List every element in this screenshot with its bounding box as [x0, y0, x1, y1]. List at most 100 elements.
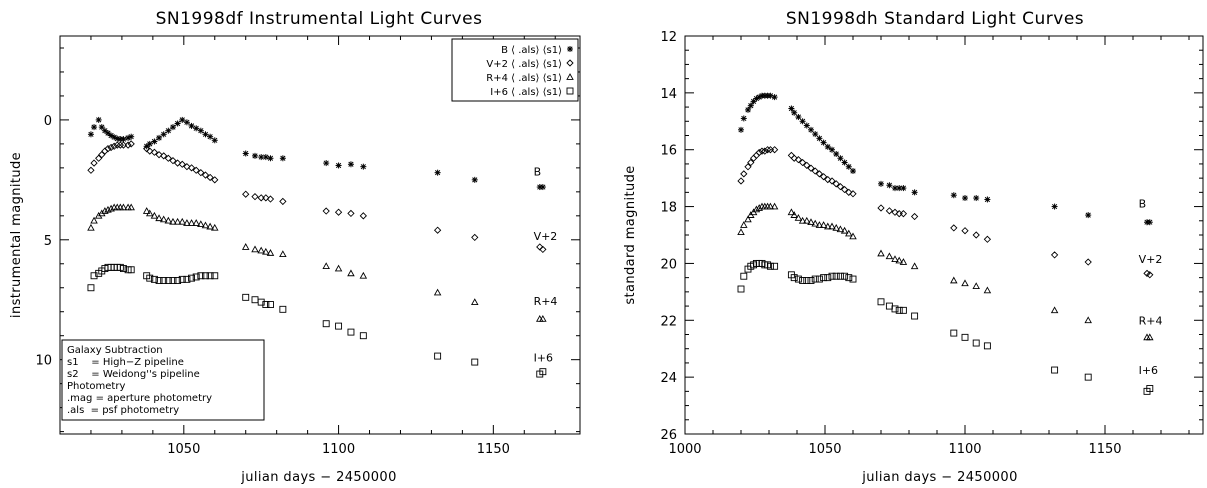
right-point [885, 252, 894, 260]
chart-left: SN1998df Instrumental Light Curves 1050 1… [9, 9, 581, 485]
left-point [142, 207, 151, 214]
right-point [740, 272, 748, 280]
left-point [87, 223, 95, 231]
right-point [841, 272, 849, 280]
right-curve-label: I+6 [1139, 364, 1158, 377]
right-point [820, 139, 827, 146]
right-point [816, 135, 823, 142]
left-point [120, 265, 127, 273]
left-point [98, 151, 106, 159]
left-point [211, 272, 219, 280]
left-point [104, 205, 112, 213]
right-point [747, 158, 755, 167]
right-point [794, 156, 803, 164]
legend-entry-v2: V+2 ⟨ .als⟩ ⟨s1⟩ [486, 59, 562, 70]
right-point [845, 229, 853, 237]
chart-right-curve-labels: B V+2 R+4 I+6 [1139, 198, 1163, 377]
left-series-b [87, 116, 546, 191]
left-point [251, 245, 259, 253]
chart-right-marks [737, 92, 1154, 395]
right-y-tick-label: 24 [660, 371, 677, 386]
left-point [262, 301, 270, 308]
right-point [763, 146, 772, 154]
right-point [828, 222, 836, 230]
note-line-1: Galaxy Subtraction [67, 345, 163, 356]
left-point [150, 148, 159, 156]
left-point [145, 209, 154, 217]
right-point [899, 210, 908, 218]
left-y-tick-label: 10 [35, 354, 52, 369]
legend-markers [566, 46, 574, 95]
legend-entry-b: B ⟨ .als⟩ ⟨s1⟩ [501, 45, 562, 56]
chart-right-ticks: 1000 1050 1100 1150 12 14 16 18 20 22 24 26 [660, 30, 1203, 457]
right-point [740, 170, 748, 178]
right-point [877, 298, 885, 306]
left-point [193, 125, 200, 132]
left-point [539, 314, 547, 322]
left-point [155, 277, 163, 285]
right-point [795, 114, 802, 121]
left-point [173, 217, 182, 225]
right-curve-label: B [1139, 198, 1147, 211]
right-point [771, 262, 779, 270]
right-point [972, 282, 980, 290]
right-point [747, 102, 754, 109]
right-point [910, 212, 919, 221]
chart-left-ticks: 1050 1100 1150 0 5 10 [35, 36, 580, 457]
right-series-v2 [737, 146, 1154, 279]
left-point [347, 269, 355, 277]
left-point [334, 264, 343, 272]
right-point [812, 131, 819, 138]
right-point [899, 258, 908, 265]
right-point [790, 211, 798, 218]
left-point [257, 246, 265, 254]
left-point [206, 173, 214, 182]
right-point [832, 223, 840, 231]
left-point [110, 142, 118, 150]
right-point [811, 167, 819, 175]
right-point [824, 222, 832, 230]
right-point [808, 126, 814, 133]
right-point [740, 221, 748, 228]
right-curve-label: R+4 [1139, 314, 1163, 327]
right-series-r4 [737, 202, 1154, 341]
chart-left-x-axis-label: julian days − 2450000 [240, 470, 397, 485]
right-point [910, 262, 919, 270]
left-point [433, 288, 442, 296]
right-point [895, 256, 903, 264]
right-point [1146, 333, 1154, 341]
left-x-tick-label: 1150 [477, 442, 510, 457]
right-point [840, 226, 849, 234]
right-point [787, 208, 796, 216]
right-point [836, 183, 845, 191]
right-point [824, 143, 831, 150]
left-point [173, 159, 182, 167]
right-point [738, 126, 744, 133]
right-point [878, 180, 884, 187]
left-point [165, 127, 172, 134]
left-point [207, 133, 214, 140]
right-point [836, 272, 844, 280]
right-point [745, 106, 751, 113]
right-point [972, 339, 980, 347]
right-point [819, 173, 828, 181]
left-point [202, 272, 209, 280]
right-point [803, 122, 810, 129]
left-point [201, 221, 210, 229]
left-point [151, 138, 158, 145]
left-point [95, 116, 102, 123]
left-point [183, 163, 191, 171]
left-point [360, 163, 367, 170]
left-point [434, 352, 442, 360]
left-point [169, 157, 177, 165]
right-point [891, 255, 899, 263]
right-point [1084, 373, 1092, 381]
note-line-4: Photometry [67, 381, 125, 392]
left-point [206, 272, 214, 280]
left-point [127, 266, 135, 274]
left-point [322, 262, 330, 270]
left-point [322, 207, 330, 215]
left-point [104, 130, 111, 137]
legend-marker [566, 59, 574, 67]
